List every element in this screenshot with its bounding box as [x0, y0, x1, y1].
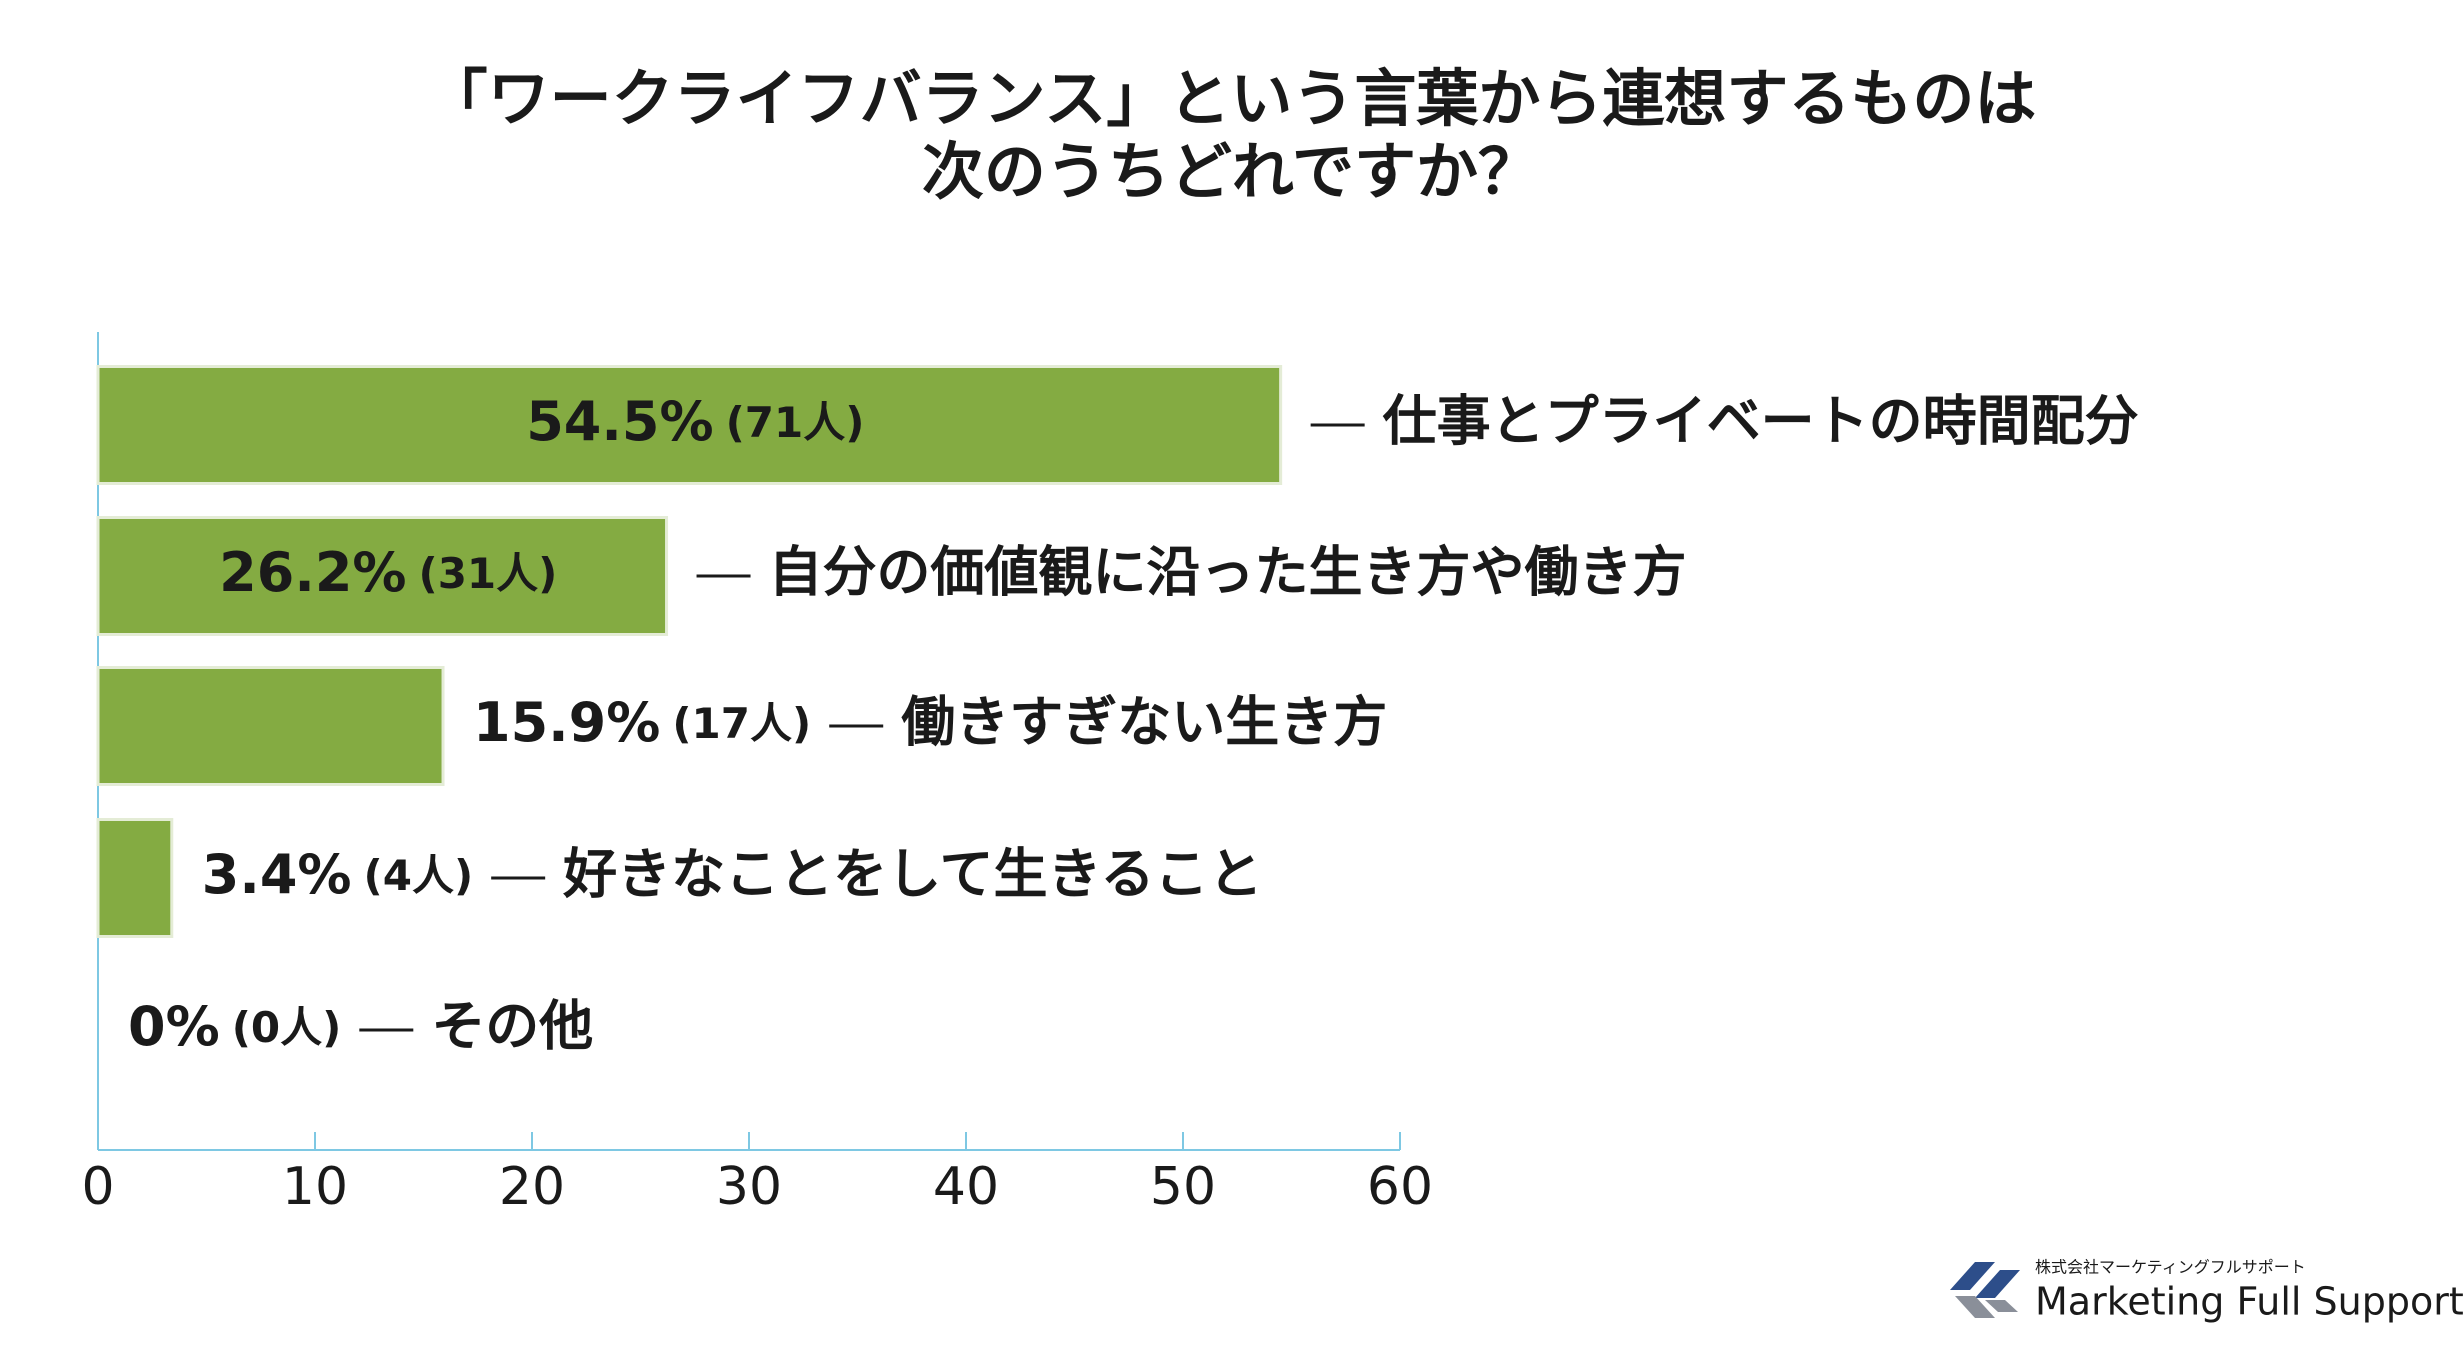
bar	[96, 666, 445, 786]
data-label: 54.5% (71人)	[526, 390, 864, 453]
data-label: 0% (0人)	[128, 995, 341, 1058]
bar	[96, 818, 174, 938]
category-label: 働きすぎない生き方	[901, 691, 1387, 754]
x-tick-label: 0	[81, 1157, 114, 1217]
x-tick-label: 20	[499, 1157, 565, 1217]
x-tick-label: 60	[1367, 1157, 1433, 1217]
data-label: 3.4% (4人)	[202, 843, 473, 906]
logo-icon	[1975, 1270, 2020, 1298]
category-label: その他	[431, 995, 593, 1058]
x-tick-label: 10	[282, 1157, 348, 1217]
value-label: 0%	[128, 995, 220, 1058]
count-label: (4人)	[364, 851, 474, 900]
data-label: 15.9% (17人)	[473, 691, 811, 754]
logo-icon	[1955, 1296, 1995, 1318]
category-label: 好きなことをして生きること	[562, 843, 1262, 906]
logo-name: Marketing Full Support	[2035, 1280, 2463, 1324]
bar	[96, 516, 669, 636]
x-tick-label: 50	[1150, 1157, 1216, 1217]
value-label: 54.5%	[526, 390, 713, 453]
category-label: 自分の価値観に沿った生き方や働き方	[769, 541, 1687, 604]
count-label: (17人)	[672, 699, 811, 748]
count-label: (0人)	[232, 1003, 342, 1052]
value-label: 3.4%	[202, 843, 352, 906]
count-label: (71人)	[726, 398, 865, 447]
logo-icon	[1950, 1262, 1995, 1290]
x-tick-label: 40	[933, 1157, 999, 1217]
chart-title: 「ワークライフバランス」という言葉から連想するものは	[426, 62, 2037, 135]
logo-company: 株式会社マーケティングフルサポート	[2035, 1258, 2306, 1277]
count-label: (31人)	[419, 549, 558, 598]
logo: 株式会社マーケティングフルサポート Marketing Full Support	[1950, 1258, 2463, 1324]
value-label: 15.9%	[473, 691, 660, 754]
category-label: 仕事とプライベートの時間配分	[1383, 390, 2139, 453]
chart-title: 次のうちどれですか？	[922, 135, 1540, 208]
bar	[96, 365, 1283, 485]
value-label: 26.2%	[219, 541, 406, 604]
logo-icon	[1985, 1300, 2018, 1312]
x-tick-label: 30	[716, 1157, 782, 1217]
data-label: 26.2% (31人)	[219, 541, 557, 604]
